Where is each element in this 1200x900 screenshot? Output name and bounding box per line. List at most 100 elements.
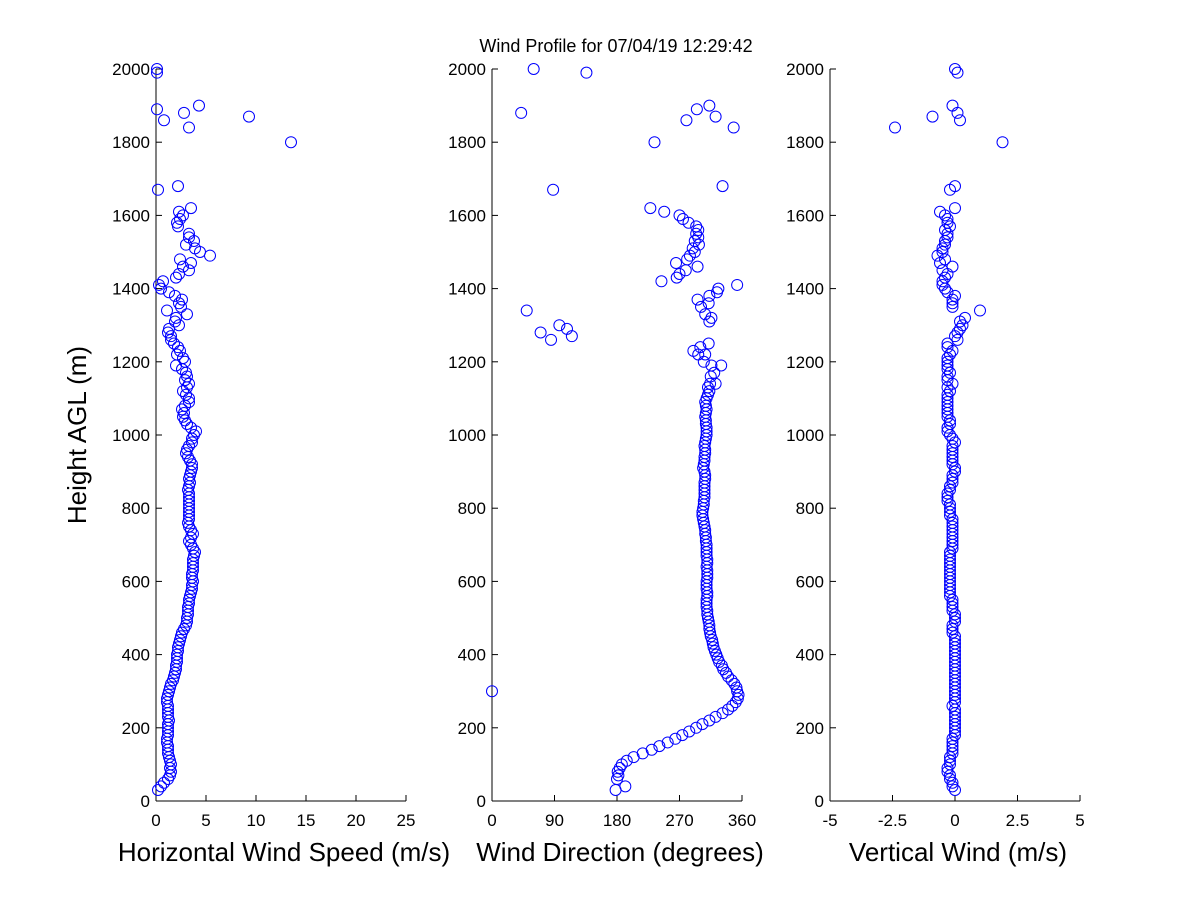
data-point	[949, 630, 961, 643]
data-point	[170, 271, 182, 284]
data-point	[176, 403, 188, 416]
data-point	[169, 289, 181, 302]
data-point	[673, 209, 686, 222]
data-point	[946, 699, 959, 712]
data-point	[155, 780, 167, 793]
data-point	[944, 505, 956, 518]
data-point	[174, 253, 186, 266]
data-point	[715, 359, 728, 372]
data-point	[946, 516, 959, 529]
x-tick-label: 180	[603, 811, 631, 830]
data-point	[941, 231, 954, 244]
data-point	[670, 256, 683, 269]
panel-3: 0 200 400 600 800 1000 1200 1400 1600 1800 2000 -5 -…	[786, 60, 1085, 867]
data-point	[158, 776, 170, 789]
data-point	[946, 432, 959, 445]
data-point	[243, 110, 255, 123]
data-point	[183, 396, 195, 409]
data-point	[520, 304, 533, 317]
data-point	[949, 784, 961, 797]
data-point	[936, 278, 949, 291]
data-point	[944, 754, 956, 767]
data-point	[944, 546, 956, 559]
data-point	[941, 762, 954, 775]
data-point	[941, 355, 954, 368]
data-point	[946, 439, 959, 452]
y-tick-label: 1800	[786, 133, 824, 152]
data-point	[716, 180, 729, 193]
data-point	[944, 414, 956, 427]
data-point	[165, 330, 177, 343]
data-point	[683, 249, 696, 262]
y-tick-label: 400	[458, 646, 486, 665]
data-point	[946, 619, 959, 632]
chart-title: Wind Profile for 07/04/19 12:29:42	[479, 36, 752, 56]
data-point	[941, 359, 954, 372]
data-point	[706, 637, 719, 650]
data-point	[949, 612, 961, 624]
x-tick-label: 0	[950, 811, 959, 830]
data-point	[941, 396, 954, 409]
data-point	[946, 776, 959, 789]
y-tick-label: 1200	[786, 353, 824, 372]
data-point	[941, 213, 954, 226]
data-point	[941, 216, 954, 229]
data-point	[692, 348, 705, 361]
data-point	[946, 740, 959, 753]
data-point	[959, 311, 971, 324]
data-point	[186, 461, 198, 474]
data-point	[612, 769, 625, 782]
data-point	[185, 256, 197, 269]
data-point	[183, 377, 195, 390]
data-point	[949, 615, 961, 628]
y-tick-label: 200	[796, 719, 824, 738]
x-tick-label: 270	[665, 811, 693, 830]
data-point	[949, 330, 961, 343]
data-point	[173, 297, 185, 310]
data-point	[690, 721, 703, 734]
data-point	[161, 304, 173, 317]
data-point	[946, 732, 959, 745]
data-point	[173, 637, 185, 650]
data-point	[944, 418, 956, 431]
data-point	[946, 622, 959, 635]
y-tick-label: 1400	[786, 280, 824, 299]
data-point	[164, 681, 176, 694]
data-point	[183, 121, 195, 134]
data-point	[690, 220, 703, 233]
data-point	[670, 271, 683, 284]
data-point	[679, 264, 692, 277]
data-point	[944, 429, 956, 441]
data-point	[181, 308, 193, 321]
data-point	[561, 322, 573, 335]
data-point	[946, 297, 959, 310]
y-tick-label: 2000	[448, 60, 486, 79]
data-point	[486, 685, 498, 698]
data-point	[163, 286, 175, 299]
data-point	[974, 304, 986, 317]
data-point	[661, 736, 674, 749]
data-point	[553, 319, 566, 332]
data-point	[949, 289, 961, 302]
data-point	[944, 480, 956, 493]
data-point	[152, 784, 164, 797]
data-point	[186, 436, 198, 449]
data-point	[944, 751, 956, 764]
data-point	[954, 322, 966, 335]
data-point	[658, 205, 671, 218]
y-tick-label: 600	[122, 572, 150, 591]
data-point	[941, 494, 954, 507]
data-point	[951, 326, 964, 339]
y-tick-label: 1600	[448, 206, 486, 225]
data-point	[703, 714, 716, 727]
data-point	[941, 425, 954, 438]
data-point	[694, 341, 707, 354]
data-point	[185, 202, 197, 215]
data-point	[690, 103, 703, 116]
data-point	[731, 278, 744, 291]
data-point	[946, 626, 959, 639]
data-point	[951, 106, 964, 119]
data-point	[183, 439, 195, 452]
y-tick-label: 400	[796, 646, 824, 665]
y-tick-label: 0	[141, 792, 150, 811]
